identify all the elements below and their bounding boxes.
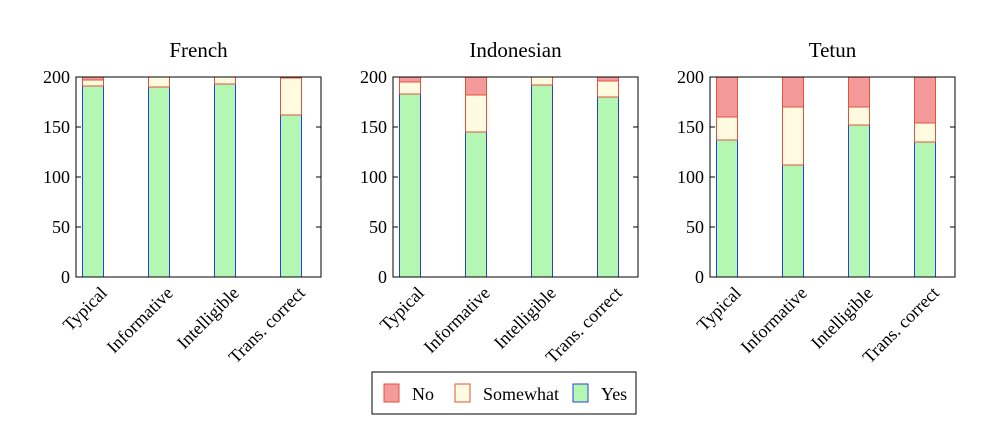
y-tick-label-french-50: 50	[52, 217, 70, 237]
bar-tetun-informative-no	[782, 76, 804, 108]
category-label-french-intelligible: Intelligible	[173, 283, 243, 353]
bar-french-informative-somewhat	[148, 76, 170, 88]
legend-box	[371, 371, 637, 415]
y-tick-label-tetun-0: 0	[695, 267, 704, 287]
bar-french-typical-somewhat	[82, 79, 104, 87]
category-label-tetun-intelligible: Intelligible	[807, 283, 877, 353]
y-tick-label-french-150: 150	[43, 117, 70, 137]
category-label-french-informative: Informative	[103, 283, 177, 357]
y-tick-label-indonesian-0: 0	[378, 267, 387, 287]
bar-indonesian-informative-no	[465, 76, 487, 96]
y-tick-label-tetun-150: 150	[677, 117, 704, 137]
bar-tetun-informative-yes	[782, 164, 804, 278]
bar-french-trans-correct-yes	[280, 114, 302, 278]
legend-label-somewhat: Somewhat	[483, 384, 559, 404]
bar-indonesian-trans-correct-somewhat	[597, 80, 619, 98]
chart-title-french: French	[169, 38, 228, 62]
chart-title-indonesian: Indonesian	[469, 38, 562, 62]
bar-tetun-trans-correct-somewhat	[914, 122, 936, 143]
bar-tetun-intelligible-no	[848, 76, 870, 108]
category-label-indonesian-informative: Informative	[420, 283, 494, 357]
legend-swatch-no	[383, 383, 400, 403]
legend-swatch-somewhat	[454, 383, 471, 403]
y-tick-label-indonesian-50: 50	[369, 217, 387, 237]
bar-french-intelligible-yes	[214, 83, 236, 278]
bar-french-informative-yes	[148, 86, 170, 278]
chart-title-tetun: Tetun	[809, 38, 857, 62]
y-tick-label-tetun-50: 50	[686, 217, 704, 237]
y-tick-label-indonesian-100: 100	[360, 167, 387, 187]
bar-french-typical-yes	[82, 85, 104, 278]
bar-tetun-typical-yes	[716, 139, 738, 278]
bar-indonesian-typical-yes	[399, 93, 421, 278]
bar-indonesian-trans-correct-yes	[597, 96, 619, 278]
bar-indonesian-intelligible-somewhat	[531, 76, 553, 86]
legend-label-yes: Yes	[601, 384, 627, 404]
y-tick-label-indonesian-150: 150	[360, 117, 387, 137]
bar-tetun-intelligible-yes	[848, 124, 870, 278]
legend-label-no: No	[412, 384, 434, 404]
bar-tetun-typical-somewhat	[716, 116, 738, 141]
bar-indonesian-typical-no	[399, 76, 421, 83]
bar-french-intelligible-somewhat	[214, 76, 236, 85]
bar-tetun-trans-correct-yes	[914, 141, 936, 278]
bar-indonesian-trans-correct-no	[597, 76, 619, 82]
category-label-tetun-typical: Typical	[693, 283, 745, 335]
bar-tetun-typical-no	[716, 76, 738, 118]
category-label-indonesian-typical: Typical	[376, 283, 428, 335]
y-tick-label-french-200: 200	[43, 67, 70, 87]
bar-tetun-trans-correct-no	[914, 76, 936, 124]
bar-french-trans-correct-somewhat	[280, 77, 302, 116]
legend-swatch-yes	[572, 383, 589, 403]
chart-panel-indonesian: Indonesian TypicalInformativeIntelligible…	[360, 38, 639, 367]
category-label-tetun-informative: Informative	[737, 283, 811, 357]
y-tick-label-tetun-100: 100	[677, 167, 704, 187]
bar-tetun-informative-somewhat	[782, 106, 804, 166]
category-label-indonesian-intelligible: Intelligible	[490, 283, 560, 353]
y-tick-label-french-0: 0	[61, 267, 70, 287]
y-tick-label-french-100: 100	[43, 167, 70, 187]
bar-indonesian-informative-yes	[465, 131, 487, 278]
bar-indonesian-informative-somewhat	[465, 94, 487, 133]
bar-indonesian-typical-somewhat	[399, 81, 421, 95]
y-tick-label-indonesian-200: 200	[360, 67, 387, 87]
legend: No Somewhat Yes	[371, 371, 637, 415]
bar-indonesian-intelligible-yes	[531, 84, 553, 278]
category-label-french-typical: Typical	[59, 283, 111, 335]
chart-panel-french: FrenchTypicalInformativeIntelligibleTran…	[43, 38, 322, 367]
chart-panel-tetun: TetunTypicalInformativeIntelligibleTrans…	[677, 38, 956, 367]
y-tick-label-tetun-200: 200	[677, 67, 704, 87]
bar-tetun-intelligible-somewhat	[848, 106, 870, 126]
